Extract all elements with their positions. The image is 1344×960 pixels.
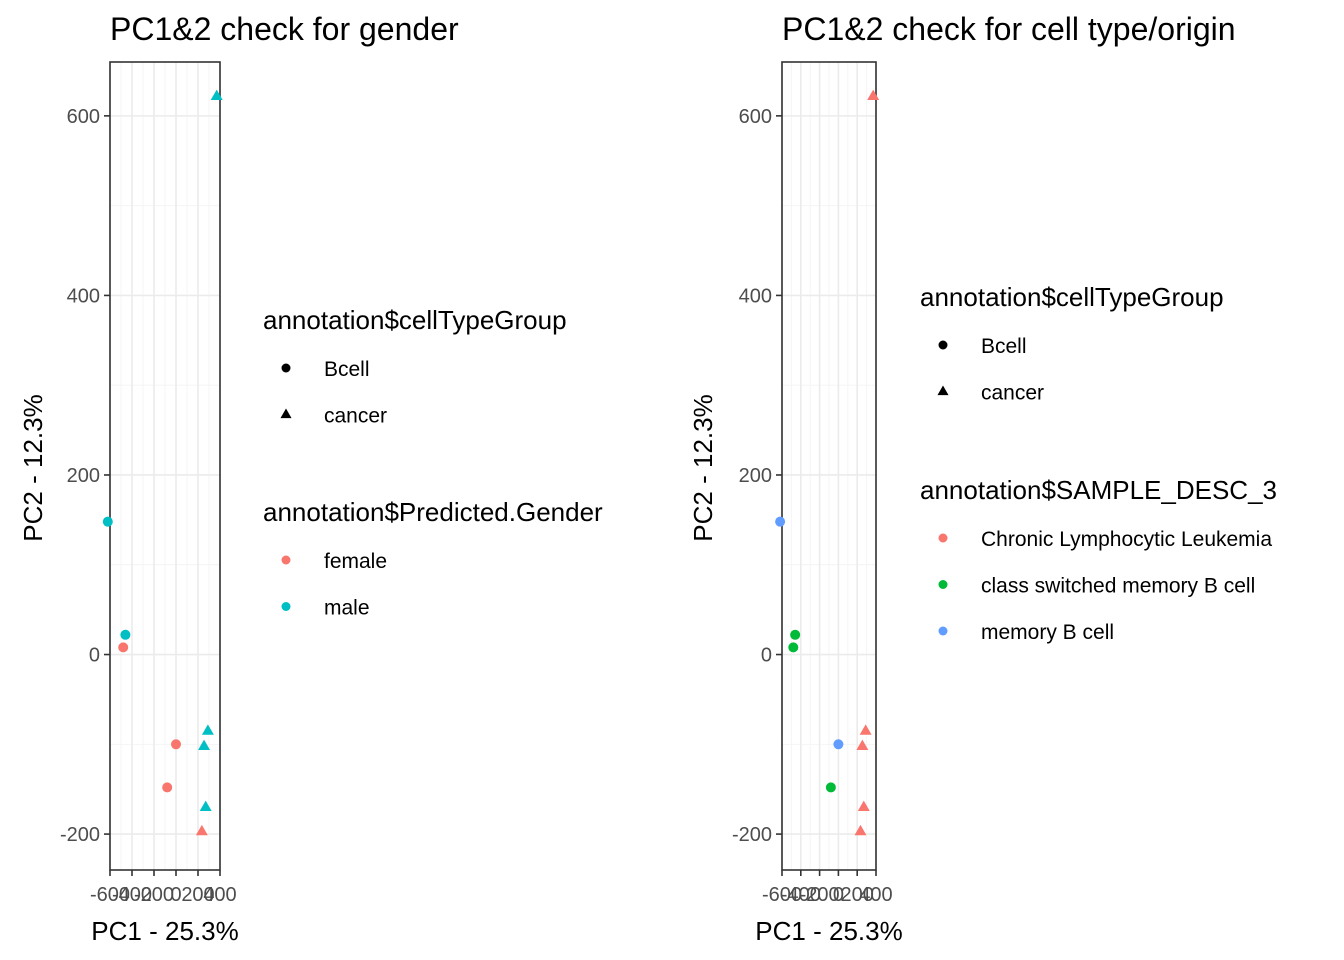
legend-key-circle [281,363,291,373]
y-tick-label: 0 [761,645,772,667]
legend: annotation$cellTypeGroup Bcell cancer annot… [263,305,603,620]
x-tick-label: 200 [181,884,214,906]
chart-title: PC1&2 check for cell type/origin [782,11,1236,47]
y-tick-label: -200 [732,824,772,846]
data-point-circle [788,642,799,653]
legend: annotation$cellTypeGroup Bcell cancer annot… [920,282,1277,644]
legend-title: annotation$cellTypeGroup [920,282,1224,312]
data-point-circle [120,629,131,640]
legend-label: cancer [324,405,387,428]
data-point-triangle [210,89,223,101]
legend-label: Bcell [981,335,1027,358]
legend-label: memory B cell [981,621,1114,644]
panel-border [109,61,221,871]
data-point-circle [171,739,181,750]
y-tick-label: 400 [739,285,772,307]
data-point-circle [118,642,129,653]
x-tick-label: -600 [90,884,130,906]
panel-gender: PC1&2 check for gender PC1 - 25.3% PC2 -… [18,11,603,946]
legend-label: Bcell [324,358,370,381]
x-tick-label: 400 [859,884,892,906]
y-axis-title: PC2 - 12.3% [18,394,48,541]
y-tick-label: -200 [60,824,100,846]
panel-cell-type: PC1&2 check for cell type/origin PC1 - 2… [688,11,1277,946]
y-tick-label: 0 [89,645,100,667]
data-point-triangle [201,724,214,735]
data-point-triangle [867,89,880,101]
x-tick-label: 0 [170,884,181,906]
data-point-triangle [857,800,870,812]
legend-key-color [938,533,948,543]
y-tick-label: 200 [739,465,772,487]
legend-key-color [281,602,291,611]
x-axis-title: PC1 - 25.3% [755,916,902,946]
legend-key-color [281,555,291,565]
legend-key-triangle [937,385,949,396]
legend-key-color [938,580,948,589]
data-point-triangle [198,739,211,751]
data-point-triangle [199,800,212,812]
x-axis-title: PC1 - 25.3% [91,916,238,946]
legend-label: female [324,550,387,573]
data-point-circle [833,739,844,750]
data-point-triangle [854,824,867,836]
legend-label: Chronic Lymphocytic Leukemia [981,528,1272,551]
legend-title: annotation$cellTypeGroup [263,305,567,335]
data-point-circle [790,629,801,640]
legend-key-triangle [280,408,292,419]
x-tick-label: 400 [203,884,236,906]
chart-title: PC1&2 check for gender [110,11,459,47]
legend-title: annotation$Predicted.Gender [263,497,603,527]
data-point-circle [102,516,113,527]
x-tick-label: -400 [112,884,152,906]
data-point-triangle [859,724,872,735]
y-tick-label: 200 [67,465,100,487]
y-tick-label: 600 [739,106,772,128]
panel-border [781,61,877,871]
x-tick-label: -200 [800,884,840,906]
data-point-circle [775,516,786,527]
x-tick-label: -400 [781,884,821,906]
x-tick-label: -600 [762,884,802,906]
legend-title: annotation$SAMPLE_DESC_3 [920,475,1277,505]
y-tick-label: 400 [67,285,100,307]
legend-key-circle [938,340,948,350]
data-point-circle [162,782,173,793]
y-tick-label: 600 [67,106,100,128]
legend-label: class switched memory B cell [981,575,1255,598]
legend-label: cancer [981,382,1044,405]
x-tick-label: -200 [134,884,174,906]
legend-label: male [324,597,370,620]
y-axis-title: PC2 - 12.3% [688,394,718,541]
legend-key-color [938,626,948,636]
x-tick-label: 0 [833,884,844,906]
x-tick-label: 200 [841,884,874,906]
data-point-triangle [195,824,208,836]
data-point-triangle [856,739,869,751]
data-point-circle [825,782,836,793]
